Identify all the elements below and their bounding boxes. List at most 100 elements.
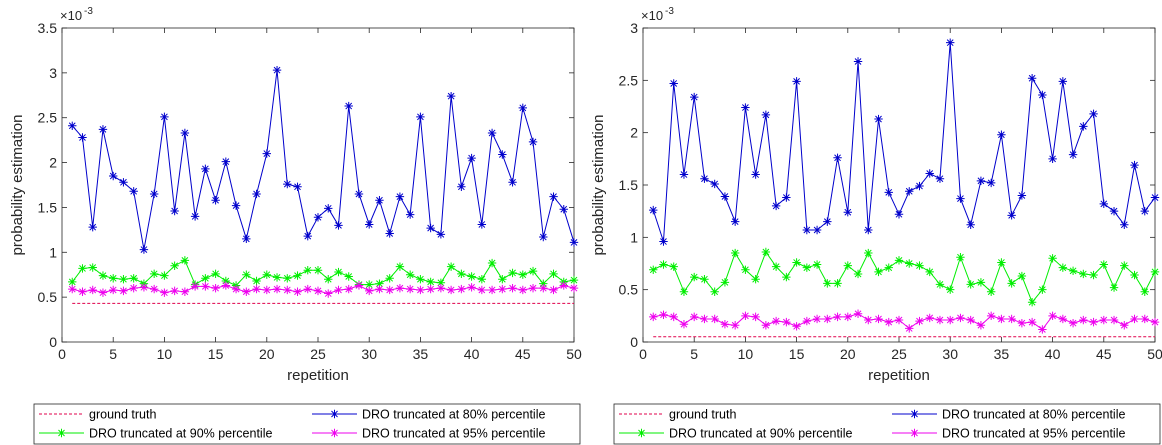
data-point <box>1150 193 1160 202</box>
legend-marker <box>910 428 919 438</box>
data-point <box>201 274 210 283</box>
x-tick-label: 5 <box>109 346 117 362</box>
data-point <box>313 213 323 222</box>
data-point <box>946 285 955 294</box>
data-point <box>771 316 781 326</box>
data-point <box>741 103 750 112</box>
data-point <box>761 110 771 120</box>
data-point <box>761 321 771 330</box>
y-tick-label: 1 <box>49 244 57 260</box>
data-point <box>170 206 179 216</box>
data-point <box>436 278 446 287</box>
data-point <box>659 310 668 319</box>
data-point <box>211 269 220 279</box>
data-point <box>242 270 251 279</box>
data-point <box>966 220 975 229</box>
data-point <box>385 229 394 238</box>
data-point <box>426 284 435 294</box>
data-point <box>242 234 251 244</box>
data-point <box>211 196 220 205</box>
data-point <box>946 315 955 325</box>
legend-label: DRO truncated at 90% percentile <box>669 427 852 441</box>
data-point <box>68 277 77 287</box>
data-point <box>221 157 231 166</box>
data-point <box>792 258 801 267</box>
data-point <box>751 312 760 322</box>
data-point <box>812 225 822 235</box>
data-point <box>1027 317 1037 327</box>
data-point <box>549 285 558 295</box>
data-point <box>925 313 934 323</box>
data-point <box>1058 314 1068 324</box>
data-point <box>354 189 364 199</box>
series-3 <box>649 247 1160 307</box>
data-point <box>1027 298 1037 307</box>
x-tick-label: 45 <box>515 346 531 362</box>
data-point <box>894 315 904 325</box>
data-point <box>792 77 801 86</box>
data-point <box>395 262 405 271</box>
x-tick-label: 10 <box>738 346 754 362</box>
data-point <box>976 278 986 287</box>
data-point <box>1017 318 1027 328</box>
plot-area <box>642 27 1156 343</box>
x-axis-label: repetition <box>287 367 349 384</box>
legend-1: ground truth DRO truncated at 80% percent… <box>33 403 581 445</box>
data-point <box>539 283 548 293</box>
data-point <box>802 225 812 235</box>
y-tick-label: 1.5 <box>38 199 58 215</box>
data-point <box>792 322 801 331</box>
data-point <box>416 275 425 284</box>
data-point <box>956 313 965 323</box>
data-point <box>782 193 791 202</box>
data-point <box>843 261 852 270</box>
data-point <box>730 248 740 258</box>
data-point <box>935 315 945 325</box>
data-point <box>498 284 507 294</box>
data-point <box>436 283 446 293</box>
data-point <box>894 210 904 219</box>
x-axis-label: repetition <box>868 367 930 384</box>
data-point <box>925 267 934 277</box>
data-point <box>905 187 914 196</box>
y-tick-label: 0 <box>630 334 638 350</box>
data-point <box>1150 317 1160 327</box>
x-tick-label: 25 <box>310 346 326 362</box>
data-point <box>416 112 425 122</box>
data-point <box>1058 263 1068 272</box>
data-point <box>1130 160 1139 170</box>
data-point <box>119 178 128 187</box>
y-tick-label: 0 <box>49 334 57 350</box>
x-tick-label: 10 <box>157 346 173 362</box>
data-point <box>149 284 159 294</box>
data-point <box>334 285 343 295</box>
data-point <box>405 210 415 219</box>
data-point <box>669 312 678 322</box>
data-point <box>129 187 138 196</box>
data-point <box>730 321 740 330</box>
data-point <box>78 264 87 273</box>
data-point <box>68 121 77 130</box>
y-tick-label: 0.5 <box>38 289 58 305</box>
data-point <box>874 114 883 124</box>
x-tick-label: 40 <box>464 346 480 362</box>
data-point <box>700 174 709 183</box>
data-point <box>986 178 996 188</box>
data-point <box>446 262 456 271</box>
data-point <box>283 285 292 295</box>
data-point <box>659 237 668 246</box>
data-point <box>843 312 852 322</box>
data-point <box>1120 220 1129 229</box>
x-tick-label: 40 <box>1045 346 1061 362</box>
data-point <box>180 256 190 265</box>
data-point <box>700 314 709 324</box>
data-point <box>1140 314 1149 324</box>
data-point <box>160 112 169 122</box>
x-tick-label: 15 <box>208 346 224 362</box>
x-tick-label: 30 <box>361 346 377 362</box>
data-point <box>180 128 190 138</box>
data-point <box>1058 77 1068 86</box>
data-point <box>853 269 863 279</box>
data-point <box>139 245 149 254</box>
